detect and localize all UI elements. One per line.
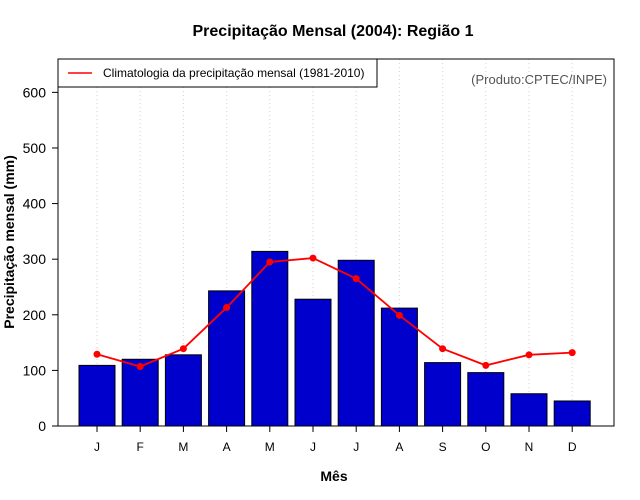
climatology-point-8 — [395, 311, 403, 319]
climatology-point-9 — [439, 345, 447, 353]
x-tick-label-8: A — [395, 440, 403, 454]
climatology-point-12 — [568, 349, 576, 357]
bar-month-3 — [164, 354, 202, 427]
legend: Climatologia da precipitação mensal (198… — [57, 58, 378, 88]
x-tick-label-6: J — [310, 440, 316, 454]
x-tick-label-5: M — [265, 440, 275, 454]
bar-month-1 — [78, 364, 116, 427]
climatology-point-5 — [266, 258, 274, 266]
bar-month-2 — [121, 358, 159, 427]
y-axis-title: Precipitação mensal (mm) — [1, 155, 17, 329]
bar-month-7 — [337, 259, 375, 427]
y-tick-label-600: 600 — [23, 84, 47, 100]
bar-month-12 — [553, 400, 591, 427]
climatology-point-1 — [93, 350, 101, 358]
bar-month-8 — [380, 307, 418, 427]
bar-month-9 — [424, 362, 462, 427]
climatology-point-10 — [482, 361, 490, 369]
y-tick-label-500: 500 — [23, 140, 47, 156]
x-tick-label-7: J — [353, 440, 359, 454]
bar-series — [78, 250, 591, 427]
y-tick-label-200: 200 — [23, 307, 47, 323]
x-axis-title: Mês — [320, 468, 347, 484]
climatology-point-11 — [525, 351, 533, 359]
chart-title: Precipitação Mensal (2004): Região 1 — [193, 23, 474, 40]
y-tick-label-0: 0 — [38, 418, 46, 434]
x-tick-label-4: A — [223, 440, 231, 454]
climatology-point-4 — [223, 304, 231, 312]
climatology-point-7 — [352, 275, 360, 283]
y-tick-label-100: 100 — [23, 362, 47, 378]
y-tick-label-400: 400 — [23, 196, 47, 212]
y-tick-label-300: 300 — [23, 251, 47, 267]
climatology-point-2 — [136, 363, 144, 371]
x-tick-label-1: J — [94, 440, 100, 454]
source-annotation: (Produto:CPTEC/INPE) — [471, 72, 607, 87]
climatology-point-3 — [179, 345, 187, 353]
x-tick-label-10: O — [481, 440, 490, 454]
bar-month-10 — [467, 372, 505, 427]
bar-month-6 — [294, 298, 332, 427]
y-axis: 0 100 200 300 400 500 600 — [23, 84, 58, 434]
bar-month-11 — [510, 393, 548, 427]
legend-label: Climatologia da precipitação mensal (198… — [103, 66, 364, 80]
climatology-line — [96, 257, 573, 368]
x-tick-label-12: D — [568, 440, 577, 454]
x-tick-label-2: F — [137, 440, 144, 454]
climatology-point-6 — [309, 254, 317, 262]
bar-month-4 — [208, 290, 246, 427]
line-series — [93, 254, 576, 371]
bar-month-5 — [251, 250, 289, 427]
x-tick-label-11: N — [525, 440, 534, 454]
x-tick-label-9: S — [439, 440, 447, 454]
legend-box — [57, 58, 378, 88]
x-tick-label-3: M — [178, 440, 188, 454]
